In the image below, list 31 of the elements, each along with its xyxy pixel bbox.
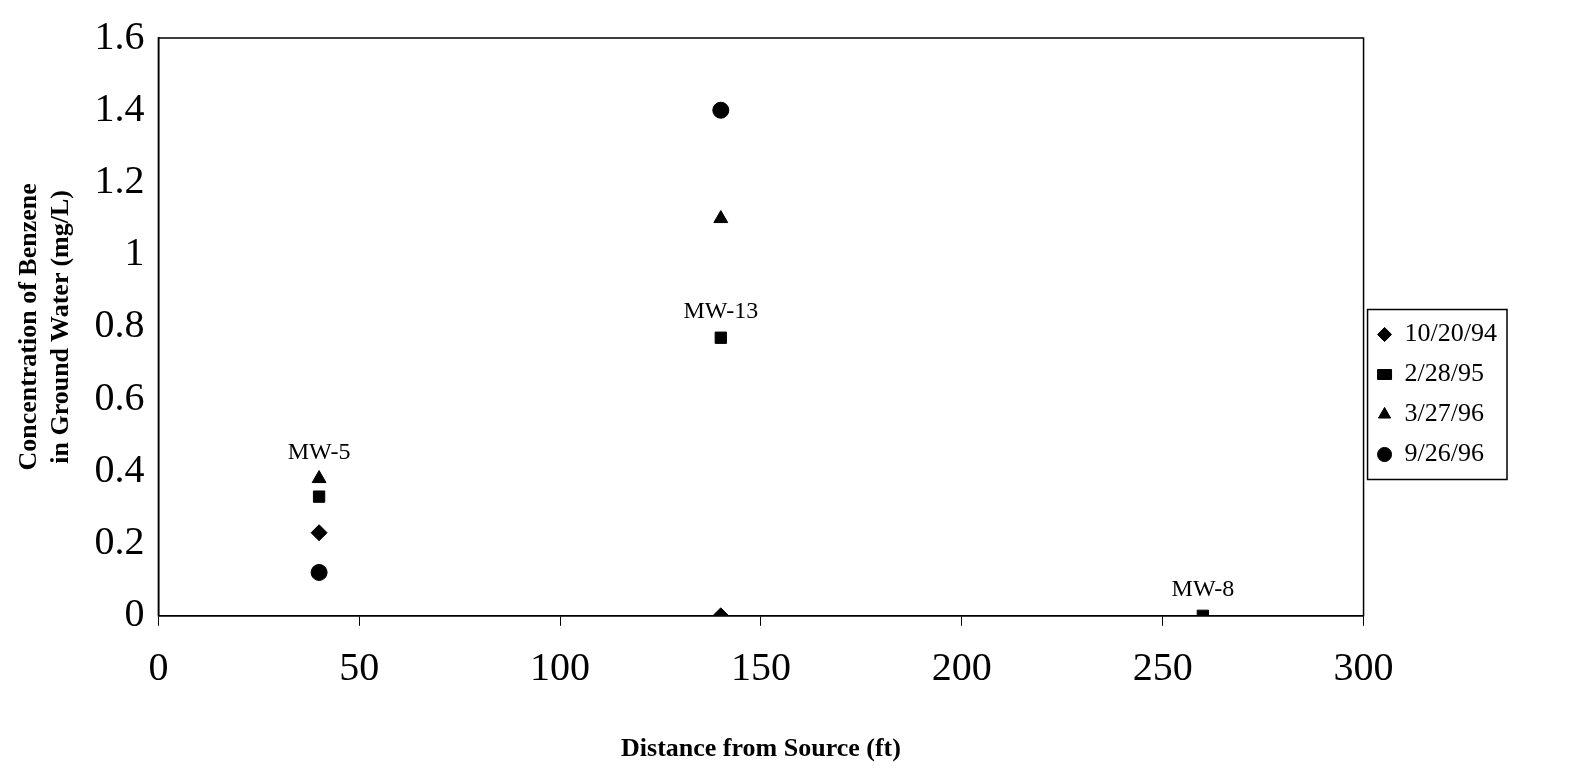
annotation: MW-8 (1171, 575, 1235, 602)
x-axis-title: Distance from Source (ft) (621, 733, 901, 763)
x-tick-label: 200 (931, 644, 992, 690)
x-tick-label: 300 (1333, 644, 1394, 690)
point (311, 470, 327, 484)
legend-label: 3/27/96 (1404, 398, 1485, 428)
y-axis-title: Concentration of Benzene in Ground Water (mg/L) (13, 183, 74, 471)
y-tick-label: 0.6 (94, 373, 145, 419)
y-tick-label: 1.2 (94, 156, 145, 202)
y-tick-label: 0.4 (94, 445, 145, 491)
y-tick-label: 0.8 (94, 301, 145, 347)
x-tick-label: 250 (1132, 644, 1193, 690)
legend-label: 2/28/95 (1404, 358, 1485, 388)
point (312, 490, 326, 503)
y-tick-label: 1.6 (94, 12, 145, 58)
x-tick-label: 100 (530, 644, 591, 690)
y-tick-label: 0.2 (94, 518, 145, 564)
y-tick-label: 1 (124, 229, 145, 275)
point (714, 331, 727, 344)
legend-label: 9/26/96 (1404, 438, 1485, 468)
point (310, 563, 328, 581)
point (713, 210, 729, 224)
point (712, 101, 730, 119)
annotation: MW-5 (287, 437, 351, 464)
x-tick-label: 50 (339, 644, 380, 690)
point (310, 524, 328, 542)
annotation: MW-13 (683, 297, 759, 324)
x-tick-label: 150 (730, 644, 791, 690)
y-tick-label: 0 (124, 590, 145, 636)
legend-label: 10/20/94 (1404, 318, 1498, 348)
y-tick-label: 1.4 (94, 84, 145, 130)
